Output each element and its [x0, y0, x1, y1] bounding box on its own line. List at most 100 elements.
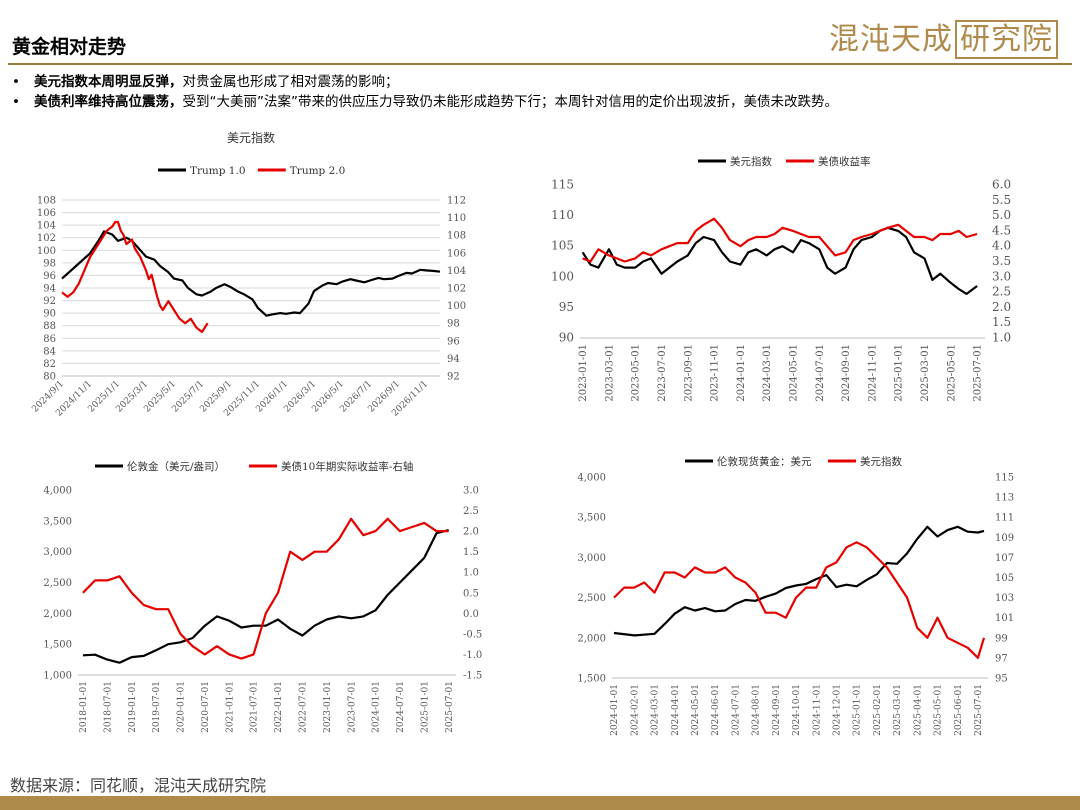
y-right-tick-label: 106	[447, 248, 466, 259]
x-tick-label: 2025-06-01	[954, 684, 964, 736]
y-right-tick-label: 1.5	[992, 315, 1011, 329]
legend-label: 伦敦现货黄金：美元	[717, 455, 812, 468]
y-right-tick-label: 94	[447, 354, 460, 365]
y-left-tick-label: 1,500	[577, 674, 606, 685]
x-tick-label: 2024-05-01	[789, 344, 800, 402]
chart-gold-real-yield: 1,000 1,500 2,000 2,500 3,000 3,500 4,000 -1.5 -…	[43, 460, 482, 733]
y-left-tick-label: 92	[43, 296, 56, 307]
x-tick-label: 2022-01-01	[274, 681, 284, 733]
y-right-tick-label: 96	[447, 336, 460, 347]
y-right-tick-label: 4.5	[992, 223, 1011, 237]
y-right-tick-label: 92	[447, 372, 460, 383]
x-tick-label: 2024-04-01	[671, 684, 681, 736]
x-tick-label: 2023-11-01	[710, 344, 721, 402]
y-right-tick-label: 2.0	[463, 527, 479, 538]
x-tick-label: 2022-07-01	[299, 681, 309, 733]
x-tick-label: 2024-09-01	[841, 344, 852, 402]
bullet-bold: 美债利率维持高位震荡，	[34, 94, 183, 110]
y-right-tick-label: 5.0	[992, 208, 1011, 222]
y-left-tick-label: 4,000	[577, 473, 606, 484]
x-tick-label: 2023-07-01	[347, 681, 357, 733]
x-tick-label: 2025-05-01	[946, 344, 957, 402]
y-right-tick-label: 5.5	[992, 193, 1011, 207]
y-left-tick-label: 104	[37, 221, 56, 232]
y-right-tick-label: 2.5	[992, 285, 1011, 299]
x-tick-label: 2025-07-01	[974, 684, 984, 736]
logo-text-a: 混沌天成	[829, 22, 953, 57]
x-tick-label: 2024-03-01	[762, 344, 773, 402]
summary-bullets: • 美元指数本周明显反弹，对贵金属也形成了相对震荡的影响； • 美债利率维持高位震荡…	[12, 72, 838, 112]
bullet-item: • 美元指数本周明显反弹，对贵金属也形成了相对震荡的影响；	[12, 72, 838, 92]
y-right-tick-label: 3.0	[992, 269, 1011, 283]
data-source-note: 数据来源：同花顺，混沌天成研究院	[10, 776, 267, 795]
y-right-tick-label: 95	[995, 674, 1008, 685]
y-right-tick-label: 97	[995, 653, 1008, 664]
x-tick-label: 2019-07-01	[152, 681, 162, 733]
y-left-tick-label: 95	[559, 300, 574, 314]
y-left-tick-label: 88	[43, 321, 56, 332]
y-right-tick-label: 105	[995, 573, 1014, 584]
y-left-tick-label: 80	[43, 372, 56, 383]
y-right-tick-label: -0.5	[463, 629, 482, 640]
x-tick-label: 2025-01-01	[894, 344, 905, 402]
y-left-tick-label: 106	[37, 208, 56, 219]
bullet-bold: 美元指数本周明显反弹，	[34, 74, 183, 90]
logo-text-b: 研究院	[955, 20, 1058, 59]
y-right-tick-label: 104	[447, 266, 466, 277]
x-tick-label: 2025-02-01	[873, 684, 883, 736]
x-tick-label: 2020-07-01	[201, 681, 211, 733]
x-tick-label: 2024-03-01	[651, 684, 661, 736]
legend-label: Trump 2.0	[290, 165, 346, 177]
x-tick-label: 2024-07-01	[396, 681, 406, 733]
y-left-tick-label: 105	[551, 239, 574, 253]
y-left-tick-label: 110	[551, 208, 574, 222]
x-tick-label: 2024-01-01	[736, 344, 747, 402]
y-right-tick-label: 113	[995, 493, 1014, 504]
y-right-tick-label: 1.5	[463, 547, 479, 558]
x-tick-label: 2023-09-01	[683, 344, 694, 402]
y-left-tick-label: 86	[43, 334, 56, 345]
x-tick-label: 2025-01-01	[853, 684, 863, 736]
bullet-dot: •	[12, 94, 20, 110]
y-left-tick-label: 84	[43, 346, 56, 357]
x-tick-label: 2024-02-01	[630, 684, 640, 736]
y-left-tick-label: 94	[43, 284, 56, 295]
x-tick-label: 2023-05-01	[631, 344, 642, 402]
y-right-tick-label: -1.0	[463, 650, 482, 661]
y-left-tick-label: 2,000	[577, 633, 606, 644]
y-left-tick-label: 96	[43, 271, 56, 282]
y-right-tick-label: 101	[995, 613, 1014, 624]
footer-bar	[0, 796, 1080, 810]
legend-label: 伦敦金（美元/盎司）	[127, 460, 225, 473]
y-right-tick-label: 115	[995, 473, 1014, 484]
brand-logo: 混沌天成 研究院	[829, 14, 1058, 59]
y-left-tick-label: 82	[43, 359, 56, 370]
y-left-tick-label: 3,000	[577, 553, 606, 564]
bullet-text: 对贵金属也形成了相对震荡的影响；	[182, 74, 399, 90]
y-right-tick-label: 112	[447, 196, 466, 207]
legend-label: 美元指数	[730, 155, 772, 168]
x-tick-label: 2024-07-01	[815, 344, 826, 402]
x-tick-label: 2025-01-01	[420, 681, 430, 733]
series-line	[613, 541, 986, 659]
x-tick-label: 2024-10-01	[792, 684, 802, 736]
series-line	[613, 525, 985, 637]
y-left-tick-label: 3,500	[577, 513, 606, 524]
y-left-tick-label: 3,500	[43, 516, 72, 527]
x-tick-label: 2023-01-01	[578, 344, 589, 402]
y-left-tick-label: 2,500	[43, 578, 72, 589]
bullet-item: • 美债利率维持高位震荡，受到“大美丽”法案”带来的供应压力导致仍未能形成趋势下行…	[12, 92, 838, 112]
y-right-tick-label: 6.0	[992, 178, 1011, 192]
y-left-tick-label: 102	[37, 233, 56, 244]
y-right-tick-label: 107	[995, 553, 1014, 564]
x-tick-label: 2024-12-01	[833, 684, 843, 736]
y-right-tick-label: 4.0	[992, 239, 1011, 253]
chart-gold-dxy: 1,500 2,000 2,500 3,000 3,500 4,000 95 97 99 101 1…	[577, 455, 1014, 736]
y-right-tick-label: 2.0	[992, 300, 1011, 314]
y-left-tick-label: 90	[559, 331, 574, 345]
x-tick-label: 2021-07-01	[250, 681, 260, 733]
x-tick-label: 2025-07-01	[973, 344, 984, 402]
x-tick-label: 2024-11-01	[867, 344, 878, 402]
x-tick-label: 2018-07-01	[103, 681, 113, 733]
x-tick-label: 2023-01-01	[323, 681, 333, 733]
